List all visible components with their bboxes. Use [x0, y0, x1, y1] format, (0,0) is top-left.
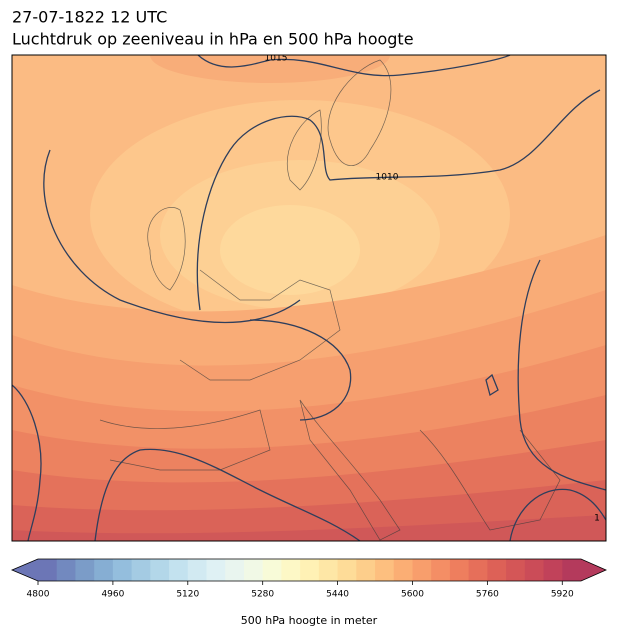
colorbar-segment	[281, 559, 301, 581]
colorbar-tick-label: 4800	[27, 590, 50, 600]
colorbar-extend	[12, 559, 38, 581]
subtitle: Luchtdruk op zeeniveau in hPa en 500 hPa…	[12, 30, 414, 49]
colorbar-segment	[375, 559, 395, 581]
contour-label: 1010	[376, 173, 399, 183]
title: 27-07-1822 12 UTC	[12, 8, 167, 27]
colorbar-segment	[468, 559, 488, 581]
colorbar: 4800 4960 5120 5280 5440 5600 5760 5920	[10, 558, 607, 600]
colorbar-segment	[262, 559, 282, 581]
colorbar-segment	[506, 559, 526, 581]
colorbar-segment	[337, 559, 357, 581]
colorbar-tick-label: 5280	[251, 590, 274, 600]
colorbar-segment	[543, 559, 563, 581]
colorbar-segment	[187, 559, 208, 581]
colorbar-tick-label: 5760	[476, 590, 499, 600]
colorbar-segment	[356, 559, 376, 581]
colorbar-tick-label: 5120	[176, 590, 199, 600]
colorbar-tick-label: 5440	[326, 590, 349, 600]
colorbar-segment	[169, 559, 189, 581]
colorbar-segment	[243, 559, 264, 581]
colorbar-segment	[431, 559, 451, 581]
colorbar-segment	[487, 559, 507, 581]
colorbar-segment	[300, 559, 320, 581]
colorbar-segment	[393, 559, 413, 581]
colorbar-segment	[56, 559, 76, 581]
contour-label: 1015	[265, 54, 288, 64]
colorbar-segment	[75, 559, 95, 581]
colorbar-extend	[581, 559, 606, 581]
colorbar-segment	[412, 559, 432, 581]
map-frame	[11, 54, 607, 542]
colorbar-tick-label: 5920	[551, 590, 574, 600]
colorbar-segment	[449, 559, 470, 581]
colorbar-segment	[524, 559, 545, 581]
colorbar-segment	[562, 559, 582, 581]
colorbar-segment	[318, 559, 339, 581]
colorbar-label: 500 hPa hoogte in meter	[241, 614, 378, 627]
colorbar-segment	[131, 559, 151, 581]
colorbar-segment	[112, 559, 133, 581]
colorbar-segment	[206, 559, 226, 581]
colorbar-outline	[10, 558, 607, 582]
colorbar-segment	[225, 559, 245, 581]
colorbar-tick-label: 4960	[101, 590, 124, 600]
colorbar-segment	[150, 559, 170, 581]
colorbar-segment	[38, 559, 58, 581]
map: 1015 1010 1	[12, 54, 606, 541]
contour-label: 1	[594, 514, 600, 524]
colorbar-segment	[94, 559, 114, 581]
colorbar-tick-label: 5600	[401, 590, 424, 600]
